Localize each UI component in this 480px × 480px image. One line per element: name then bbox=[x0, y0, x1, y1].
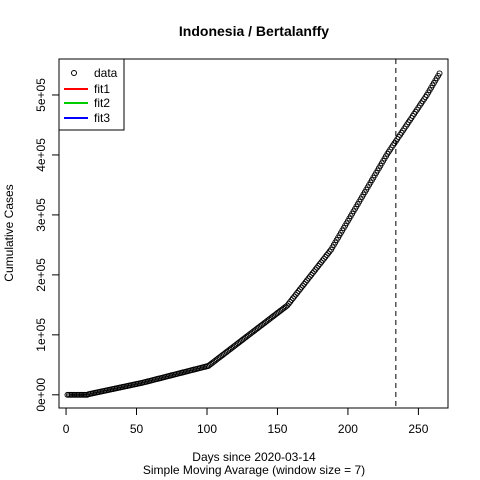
y-tick-label: 4e+05 bbox=[34, 138, 48, 172]
data-point bbox=[287, 298, 294, 305]
data-point bbox=[291, 293, 298, 300]
x-tick-label: 50 bbox=[130, 422, 144, 436]
y-tick-label: 0e+00 bbox=[34, 378, 48, 412]
data-point bbox=[292, 291, 299, 298]
data-point bbox=[315, 262, 322, 269]
y-tick-label: 1e+05 bbox=[34, 318, 48, 352]
data-point bbox=[318, 259, 325, 266]
legend-label-data: data bbox=[94, 66, 118, 80]
data-point bbox=[298, 284, 305, 291]
data-point bbox=[308, 271, 315, 278]
x-tick-label: 250 bbox=[408, 422, 428, 436]
x-axis: 0 50 100 150 200 250 bbox=[63, 407, 429, 436]
x-tick-label: 200 bbox=[338, 422, 358, 436]
legend-symbol-data bbox=[71, 70, 77, 76]
data-point bbox=[436, 70, 443, 77]
data-point bbox=[302, 279, 309, 286]
y-tick-label: 2e+05 bbox=[34, 258, 48, 292]
y-tick-label: 5e+05 bbox=[34, 78, 48, 112]
data-point bbox=[297, 286, 303, 293]
data-point bbox=[313, 264, 320, 271]
legend-label-fit3: fit3 bbox=[94, 111, 110, 125]
data-point bbox=[294, 289, 301, 296]
data-point bbox=[316, 261, 323, 268]
x-tick-label: 0 bbox=[63, 422, 70, 436]
legend-label-fit2: fit2 bbox=[94, 96, 110, 110]
data-point bbox=[323, 252, 330, 259]
data-point bbox=[326, 248, 333, 255]
data-point bbox=[288, 297, 295, 304]
x-tick-label: 100 bbox=[197, 422, 217, 436]
data-point bbox=[285, 300, 292, 307]
data-point bbox=[321, 255, 327, 262]
data-point bbox=[319, 257, 326, 264]
y-tick-label: 3e+05 bbox=[34, 198, 48, 232]
x-tick-label: 150 bbox=[267, 422, 287, 436]
chart-title: Indonesia / Bertalanffy bbox=[179, 23, 329, 39]
data-point bbox=[309, 270, 316, 277]
data-point bbox=[290, 295, 296, 302]
data-points bbox=[64, 70, 443, 398]
chart-subtitle: Simple Moving Avarage (window size = 7) bbox=[143, 463, 365, 477]
data-point bbox=[295, 288, 302, 295]
data-point bbox=[305, 275, 312, 282]
data-point bbox=[304, 277, 311, 284]
legend: data fit1 fit2 fit3 bbox=[58, 58, 125, 131]
data-point bbox=[325, 250, 332, 257]
y-axis: 0e+00 1e+05 2e+05 3e+05 4e+05 5e+05 bbox=[34, 78, 60, 412]
data-point bbox=[299, 282, 306, 289]
legend-label-fit1: fit1 bbox=[94, 82, 110, 96]
data-point bbox=[301, 280, 308, 287]
data-point bbox=[306, 273, 313, 280]
data-point bbox=[311, 268, 318, 275]
y-axis-label: Cumulative Cases bbox=[2, 184, 16, 281]
data-point bbox=[312, 266, 319, 273]
data-point bbox=[322, 253, 329, 260]
x-axis-label: Days since 2020-03-14 bbox=[192, 450, 316, 464]
data-point bbox=[284, 302, 291, 309]
